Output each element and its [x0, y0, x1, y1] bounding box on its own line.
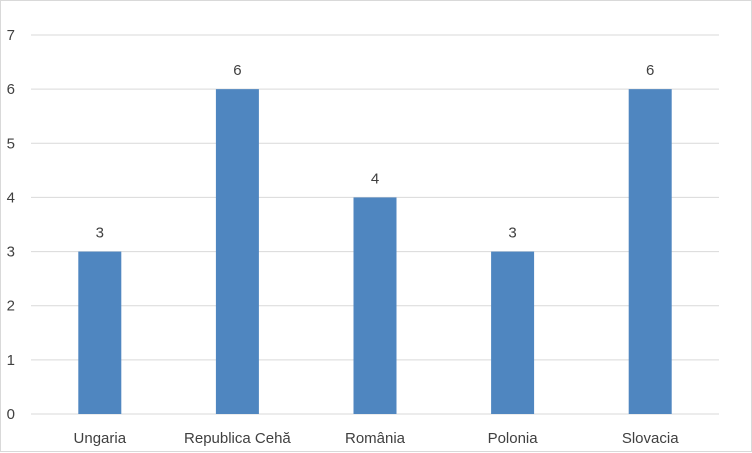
category-label-3: România [345, 430, 406, 447]
y-tick-label: 1 [7, 352, 15, 369]
category-label-5: Slovacia [622, 430, 679, 447]
bar-1 [78, 251, 122, 414]
y-tick-label: 2 [7, 298, 15, 315]
data-label-4: 3 [508, 225, 516, 242]
data-label-5: 6 [646, 62, 654, 79]
bars [78, 89, 672, 415]
x-axis-categories: Ungaria Republica Cehă România Polonia Slova… [74, 430, 680, 447]
category-label-2: Republica Cehă [184, 430, 291, 447]
y-tick-label: 4 [7, 189, 15, 206]
y-tick-label: 0 [7, 406, 15, 423]
bar-3 [353, 197, 397, 414]
y-tick-label: 5 [7, 135, 15, 152]
bar-5 [628, 89, 672, 415]
data-labels: 3 6 4 3 6 [96, 62, 655, 241]
data-label-1: 3 [96, 225, 104, 242]
y-tick-label: 6 [7, 81, 15, 98]
y-tick-label: 3 [7, 244, 15, 261]
category-label-1: Ungaria [74, 430, 127, 447]
bar-4 [491, 251, 535, 414]
category-label-4: Polonia [488, 430, 539, 447]
y-tick-label: 7 [7, 27, 15, 44]
y-axis-ticks: 0 1 2 3 4 5 6 7 [7, 27, 15, 423]
data-label-3: 4 [371, 170, 379, 187]
data-label-2: 6 [233, 62, 241, 79]
bar-2 [215, 89, 259, 415]
